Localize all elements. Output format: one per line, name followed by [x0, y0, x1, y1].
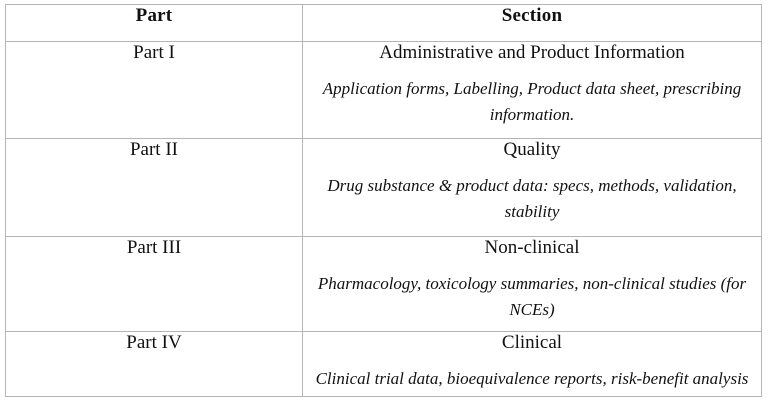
section-cell: Non-clinical Pharmacology, toxicology su… [302, 236, 762, 332]
section-cell: Administrative and Product Information A… [302, 41, 762, 139]
section-cell: Quality Drug substance & product data: s… [302, 138, 762, 237]
table-row-part-4: Part IV Clinical Clinical trial data, bi… [5, 331, 762, 397]
section-description: Pharmacology, toxicology summaries, non-… [317, 273, 747, 320]
section-cell: Clinical Clinical trial data, bioequival… [302, 331, 762, 397]
part-cell: Part II [5, 138, 303, 237]
table-row-part-2: Part II Quality Drug substance & product… [5, 138, 762, 237]
parts-sections-table: Part Section Part I Administrative and P… [5, 4, 762, 397]
section-description: Drug substance & product data: specs, me… [327, 175, 737, 222]
section-description: Application forms, Labelling, Product da… [322, 78, 742, 125]
part-cell: Part I [5, 41, 303, 139]
table-row-part-1: Part I Administrative and Product Inform… [5, 41, 762, 139]
section-title: Quality [503, 139, 561, 160]
section-title: Clinical [501, 332, 563, 353]
section-title: Non-clinical [484, 237, 580, 258]
section-title: Administrative and Product Information [379, 42, 685, 63]
table-row-part-3: Part III Non-clinical Pharmacology, toxi… [5, 236, 762, 332]
header-row: Part Section [5, 4, 762, 42]
section-description: Clinical trial data, bioequivalence repo… [315, 368, 749, 388]
part-cell: Part IV [5, 331, 303, 397]
column-header-section: Section [302, 4, 762, 42]
part-cell: Part III [5, 236, 303, 332]
column-header-part: Part [5, 4, 303, 42]
